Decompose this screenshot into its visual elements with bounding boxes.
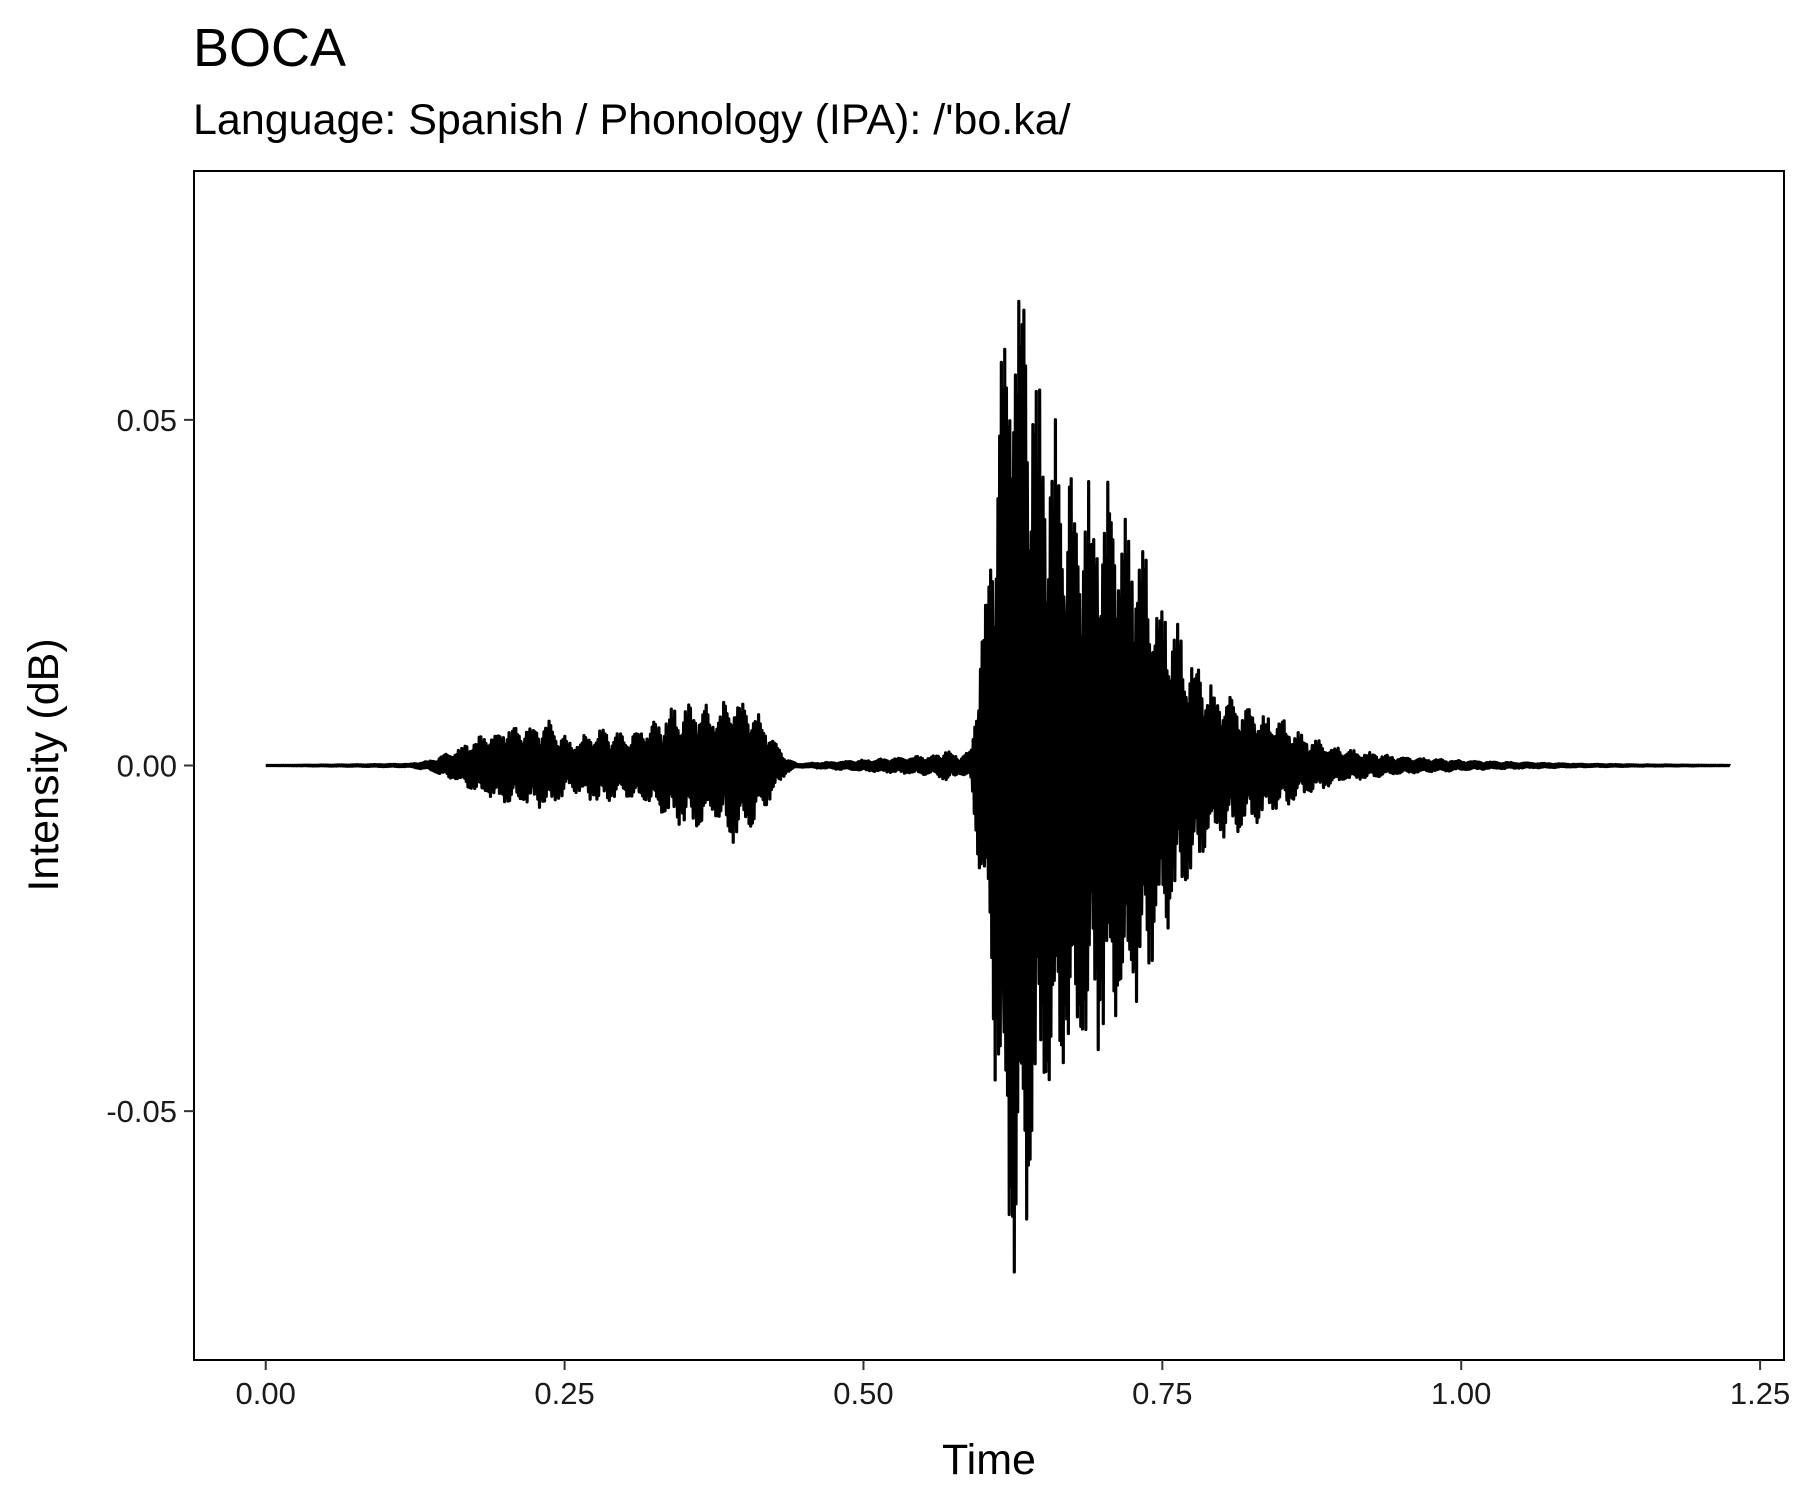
y-axis: 0.05 0.00 -0.05 (106, 403, 194, 1129)
y-axis-title: Intensity (dB) (20, 638, 68, 891)
chart-subtitle: Language: Spanish / Phonology (IPA): /'b… (193, 96, 1071, 144)
x-tick-label: 1.00 (1431, 1376, 1491, 1411)
x-axis-title: Time (942, 1436, 1036, 1484)
chart-title: BOCA (193, 18, 347, 78)
waveform-line (264, 299, 1732, 1274)
x-tick-label: 0.00 (236, 1376, 296, 1411)
x-tick-label: 0.75 (1132, 1376, 1192, 1411)
x-axis: 0.00 0.25 0.50 0.75 1.00 1.25 (236, 1360, 1790, 1411)
y-tick-label: 0.00 (117, 749, 177, 784)
y-tick-label: 0.05 (117, 403, 177, 438)
x-tick-label: 1.25 (1730, 1376, 1790, 1411)
waveform-series (264, 299, 1732, 1274)
x-tick-label: 0.25 (534, 1376, 594, 1411)
x-tick-label: 0.50 (833, 1376, 893, 1411)
y-tick-label: -0.05 (106, 1094, 177, 1129)
